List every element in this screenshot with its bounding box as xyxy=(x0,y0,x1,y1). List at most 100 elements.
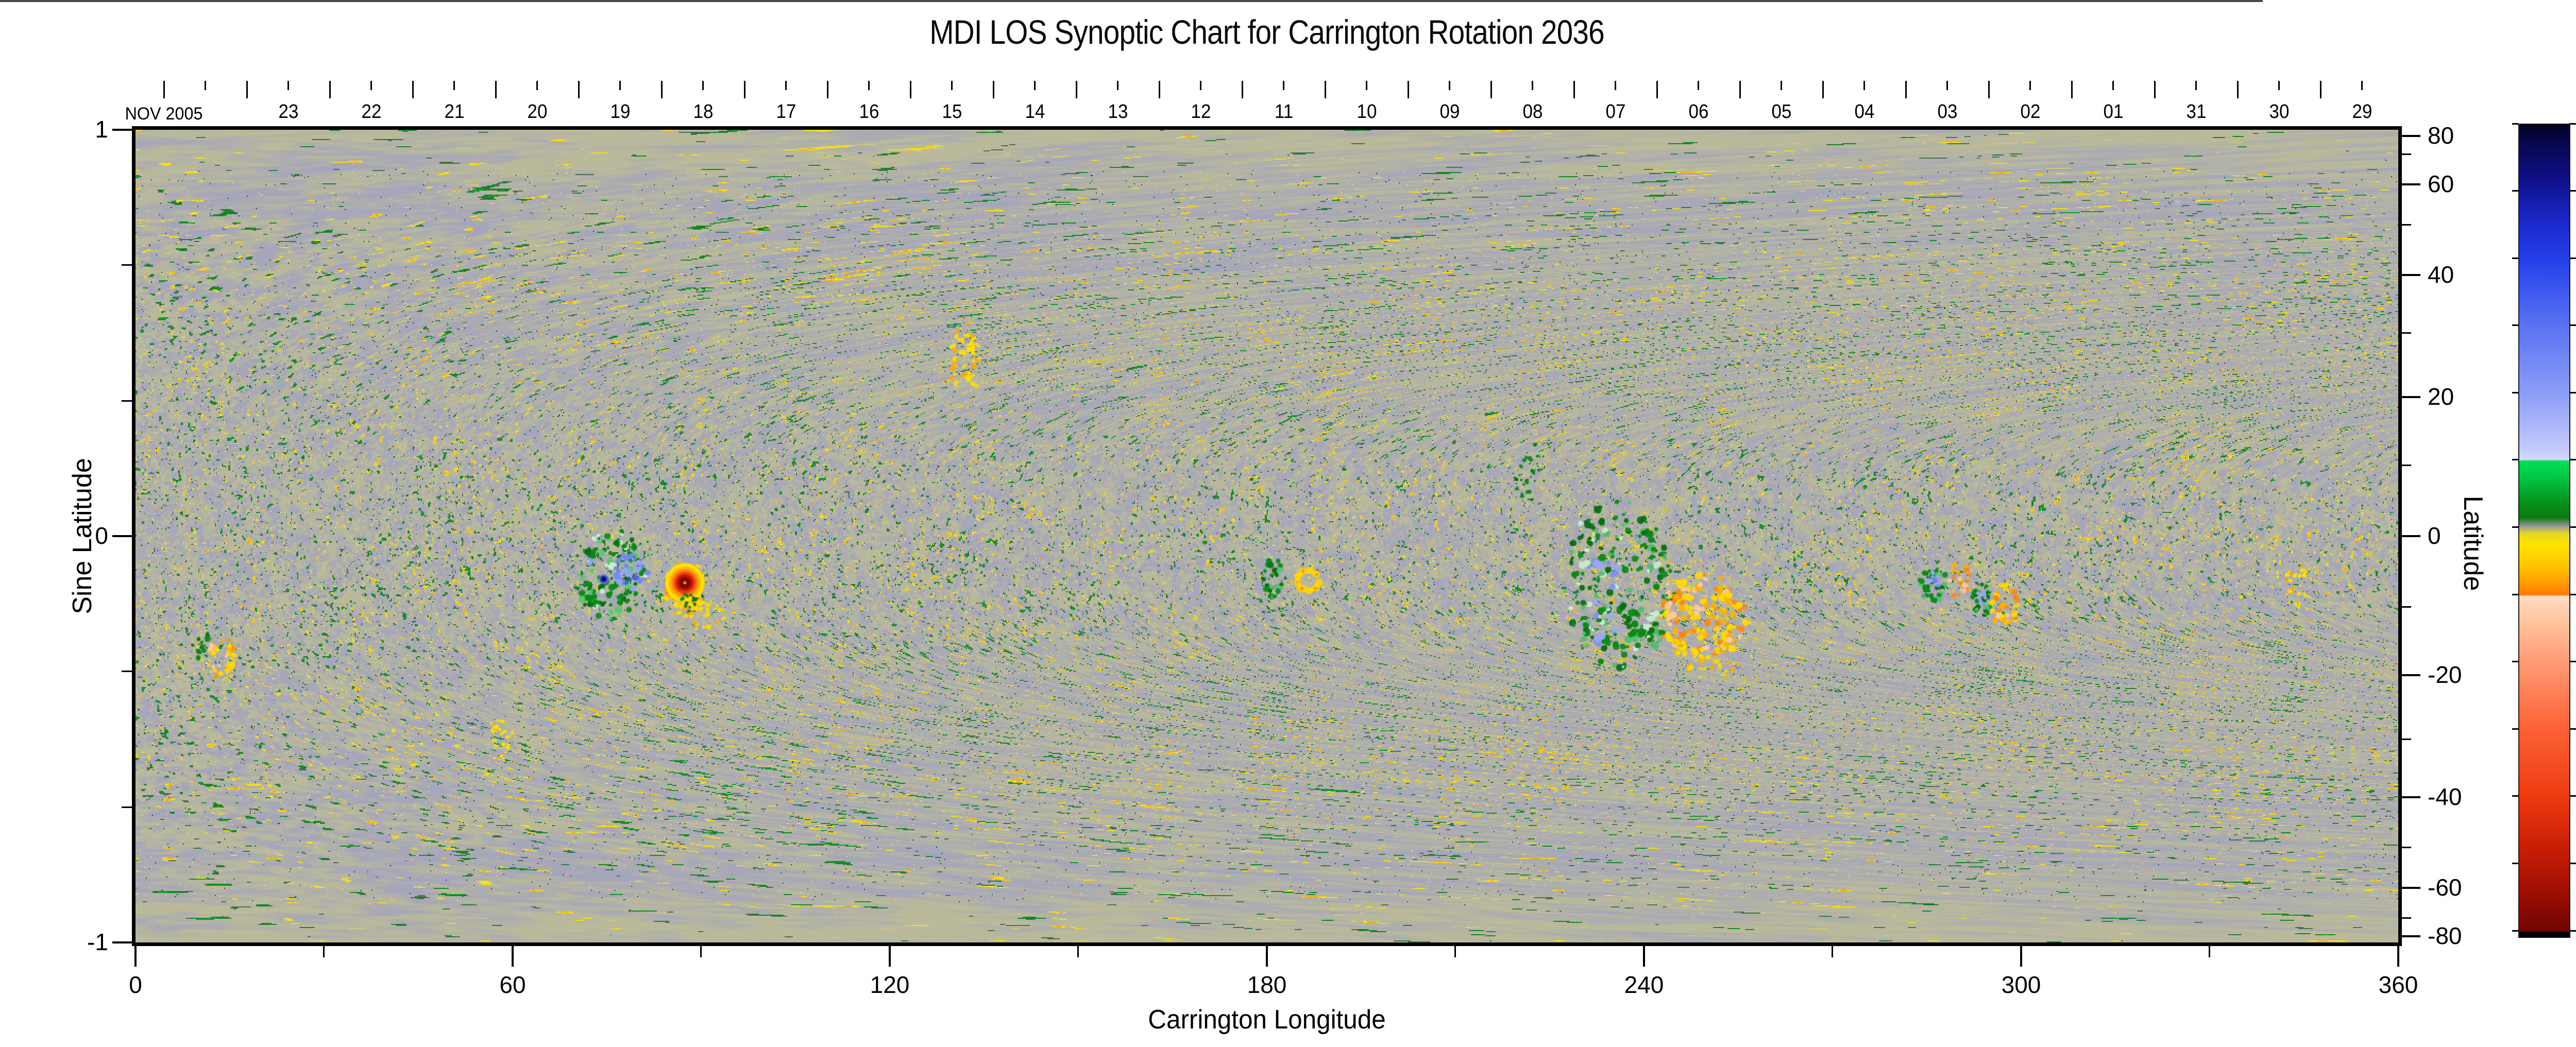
y-axis-left-title: Sine Latitude xyxy=(67,458,97,614)
x-axis-tick-label: 60 xyxy=(499,971,526,998)
x-axis-major-tick xyxy=(2020,946,2022,967)
colorbar-major-tick xyxy=(2569,930,2576,932)
colorbar-major-tick xyxy=(2569,526,2576,528)
date-axis-major-tick xyxy=(1075,81,1077,98)
x-axis-tick-label: 300 xyxy=(2001,971,2041,998)
date-axis-major-tick xyxy=(163,81,165,98)
y-axis-right-title: Latitude xyxy=(2458,495,2488,591)
date-axis-minor-tick xyxy=(951,81,953,90)
date-axis-minor-tick xyxy=(370,81,372,90)
y-axis-right-minor-tick xyxy=(2402,917,2411,919)
y-axis-right-minor-tick xyxy=(2402,465,2411,467)
date-axis-day-label: 30 xyxy=(2269,101,2289,123)
date-axis-major-tick xyxy=(1158,81,1160,98)
date-axis-minor-tick xyxy=(1200,81,1201,90)
date-axis-minor-tick xyxy=(1532,81,1533,90)
colorbar-left-tick xyxy=(2512,862,2518,864)
y-axis-right-tick-label: -80 xyxy=(2428,922,2462,949)
y-axis-left-minor-tick xyxy=(122,264,132,266)
colorbar-left-tick xyxy=(2512,593,2518,595)
date-axis-day-label: 18 xyxy=(693,101,713,123)
y-axis-right-minor-tick xyxy=(2402,739,2411,740)
date-axis-major-tick xyxy=(1905,81,1907,98)
date-axis-day-label: 22 xyxy=(361,101,381,123)
date-axis-day-label: 15 xyxy=(942,101,962,123)
colorbar-minor-tick xyxy=(2569,593,2576,595)
date-axis-major-tick xyxy=(578,81,580,98)
y-axis-right-major-tick xyxy=(2402,935,2420,937)
date-axis-day-label: 04 xyxy=(1854,101,1874,123)
x-axis-minor-tick xyxy=(323,946,325,957)
y-axis-left-tick-label: 1 xyxy=(95,116,108,143)
y-axis-left-minor-tick xyxy=(122,400,132,402)
date-axis-major-tick xyxy=(2071,81,2073,98)
colorbar-left-tick xyxy=(2512,257,2518,259)
date-axis-minor-tick xyxy=(2112,81,2114,90)
date-axis-major-tick xyxy=(1324,81,1326,98)
y-axis-right-minor-tick xyxy=(2402,224,2411,226)
date-axis-day-label: 05 xyxy=(1771,101,1791,123)
colorbar xyxy=(2518,124,2570,938)
date-axis-day-label: 01 xyxy=(2103,101,2123,123)
x-axis-minor-tick xyxy=(1832,946,1833,957)
colorbar-left-tick xyxy=(2512,190,2518,192)
date-axis-major-tick xyxy=(329,81,331,98)
y-axis-right-major-tick xyxy=(2402,396,2420,399)
y-axis-right-major-tick xyxy=(2402,183,2420,185)
x-axis-tick-label: 180 xyxy=(1247,971,1287,998)
date-axis-day-label: 16 xyxy=(859,101,879,123)
date-axis-major-tick xyxy=(1573,81,1575,98)
colorbar-major-tick xyxy=(2569,257,2576,259)
y-axis-right-major-tick xyxy=(2402,796,2420,799)
colorbar-left-tick xyxy=(2512,123,2518,125)
date-axis-major-tick xyxy=(2154,81,2156,98)
date-axis-minor-tick xyxy=(1946,81,1948,90)
axes-overlay: 23 22 21 20 19 18 17 16 15 14 13 12 11 10 09 08 07 06 05 04… xyxy=(0,0,2576,998)
date-axis-day-label: 23 xyxy=(278,101,298,123)
colorbar-left-tick xyxy=(2512,795,2518,797)
x-axis-major-tick xyxy=(889,946,891,967)
y-axis-right-tick-label: 80 xyxy=(2428,122,2454,149)
date-axis-minor-tick xyxy=(2278,81,2280,90)
colorbar-left-tick xyxy=(2512,459,2518,461)
y-axis-right-major-tick xyxy=(2402,674,2420,676)
date-axis-major-tick xyxy=(1822,81,1824,98)
date-axis-minor-tick xyxy=(2361,81,2363,90)
date-axis-minor-tick xyxy=(1615,81,1616,90)
date-axis-minor-tick xyxy=(619,81,621,90)
x-axis-tick-label: 120 xyxy=(870,971,910,998)
date-axis-minor-tick xyxy=(205,81,206,90)
colorbar-minor-tick xyxy=(2569,190,2576,192)
date-axis-major-tick xyxy=(1739,81,1741,98)
date-axis-day-label: 17 xyxy=(776,101,796,123)
date-axis-day-label: 07 xyxy=(1605,101,1625,123)
date-axis-major-tick xyxy=(1988,81,1990,98)
y-axis-right-tick-label: 40 xyxy=(2428,261,2454,288)
date-axis-day-label: 03 xyxy=(1937,101,1957,123)
date-axis-minor-tick xyxy=(1283,81,1284,90)
date-axis-minor-tick xyxy=(287,81,289,90)
date-axis-day-label: 08 xyxy=(1522,101,1543,123)
x-axis-major-tick xyxy=(2397,946,2399,967)
date-axis-minor-tick xyxy=(2195,81,2197,90)
date-axis-minor-tick xyxy=(785,81,787,90)
date-axis-minor-tick xyxy=(1781,81,1782,90)
date-axis-day-label: 09 xyxy=(1439,101,1460,123)
date-axis-major-tick xyxy=(246,81,248,98)
date-axis-minor-tick xyxy=(536,81,538,90)
date-axis-minor-tick xyxy=(702,81,704,90)
y-axis-right-major-tick xyxy=(2402,887,2420,889)
date-axis-minor-tick xyxy=(1449,81,1450,90)
date-axis-major-tick xyxy=(743,81,745,98)
date-axis-minor-tick xyxy=(1117,81,1118,90)
y-axis-right-minor-tick xyxy=(2402,606,2411,608)
date-axis-day-label: 06 xyxy=(1688,101,1708,123)
date-axis-minor-tick xyxy=(1034,81,1036,90)
date-axis-major-tick xyxy=(1407,81,1409,98)
y-axis-right-minor-tick xyxy=(2402,332,2411,334)
date-axis-day-label: 12 xyxy=(1191,101,1211,123)
x-axis-major-tick xyxy=(1266,946,1268,967)
y-axis-right-tick-label: 0 xyxy=(2428,522,2441,549)
y-axis-right-tick-label: 60 xyxy=(2428,170,2454,197)
